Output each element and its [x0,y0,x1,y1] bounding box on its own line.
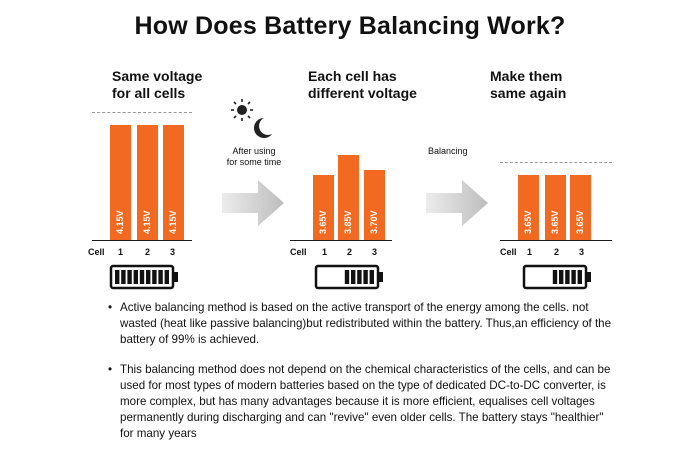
battery-segment [565,270,570,284]
battery-icon [314,264,383,290]
battery-segment [133,270,138,284]
balancing-caption: Balancing [428,146,468,156]
voltage-label: 3.65V [318,210,328,234]
battery-terminal [173,272,178,282]
battery-segment [559,270,564,284]
voltage-label: 3.85V [343,210,353,234]
bullet-list: • Active balancing method is based on th… [108,300,618,456]
battery-icon [522,264,591,290]
panel-3-heading: Make them same again [490,68,566,102]
battery-segment [158,270,163,284]
cell-number: 2 [347,247,353,257]
panel-1-heading-line1: Same voltage [112,68,203,84]
panel-3-heading-line2: same again [490,85,567,101]
panel-2-heading-line2: different voltage [308,85,417,101]
cell-number: 2 [554,247,560,257]
voltage-label: 4.15V [168,210,178,234]
cell-number: 1 [527,247,533,257]
voltage-label: 3.65V [575,210,585,234]
battery-segment [577,270,582,284]
battery-segment [146,270,151,284]
voltage-label: 4.15V [142,210,152,234]
cell-number: 2 [145,247,151,257]
reference-line [500,162,612,163]
reference-line [92,112,192,113]
cell-label: Cell [500,247,517,257]
cell-number: 3 [372,247,378,257]
panel-1-heading-line2: for all cells [112,85,186,101]
after-using-line2: for some time [226,157,282,167]
axis-baseline [92,240,192,241]
battery-segment [552,270,558,284]
sun-moon-icon [231,99,272,138]
bullet-dot: • [108,301,113,314]
cell-bar [110,125,131,240]
battery-icon [109,264,178,290]
panel-2-heading: Each cell has different voltage [308,68,417,102]
battery-segment [357,270,362,284]
cell-bar [364,170,385,240]
axis-baseline [290,240,392,241]
sun-icon [231,99,253,121]
battery-segment [344,270,350,284]
bullet-item: • This balancing method does not depend … [108,362,618,442]
battery-segment [152,270,157,284]
battery-segment [351,270,356,284]
cell-bar [545,175,566,240]
cell-number: 3 [579,247,585,257]
moon-icon [254,118,272,138]
bullet-dot: • [108,363,113,376]
battery-2 [314,264,383,290]
voltage-label: 3.65V [523,210,533,234]
battery-segment [164,270,169,284]
panel-2-heading-line1: Each cell has [308,68,397,84]
battery-segment [121,270,126,284]
bullet-text: Active balancing method is based on the … [120,301,612,346]
battery-terminal [586,272,591,282]
voltage-label: 4.15V [115,210,125,234]
bullet-text: This balancing method does not depend on… [120,363,611,440]
arrow-right-icon [426,180,488,226]
cell-bar [163,125,184,240]
axis-baseline [500,240,612,241]
voltage-label: 3.70V [369,210,379,234]
after-using-line1: After using [232,146,276,156]
battery-3 [522,264,591,290]
cell-number: 3 [170,247,176,257]
cell-bar [137,125,158,240]
cell-number: 1 [118,247,124,257]
cell-bar [570,175,591,240]
cell-label: Cell [88,247,105,257]
battery-segment [363,270,368,284]
battery-segment [571,270,576,284]
panel-1-heading: Same voltage for all cells [112,68,202,102]
cell-bar [338,155,359,240]
battery-segment [115,270,120,284]
page-title: How Does Battery Balancing Work? [134,12,566,40]
battery-segment [139,270,145,284]
cell-bar [518,175,539,240]
cell-bar [313,175,334,240]
cell-label: Cell [290,247,307,257]
battery-segment [369,270,374,284]
panel-3-heading-line1: Make them [490,68,563,84]
bullet-item: • Active balancing method is based on th… [108,300,618,348]
cell-number: 1 [322,247,328,257]
battery-segment [127,270,132,284]
battery-terminal [378,272,383,282]
battery-1 [109,264,178,290]
voltage-label: 3.65V [550,210,560,234]
arrow-right-icon [222,180,284,226]
after-using-caption: After using for some time [214,146,294,168]
